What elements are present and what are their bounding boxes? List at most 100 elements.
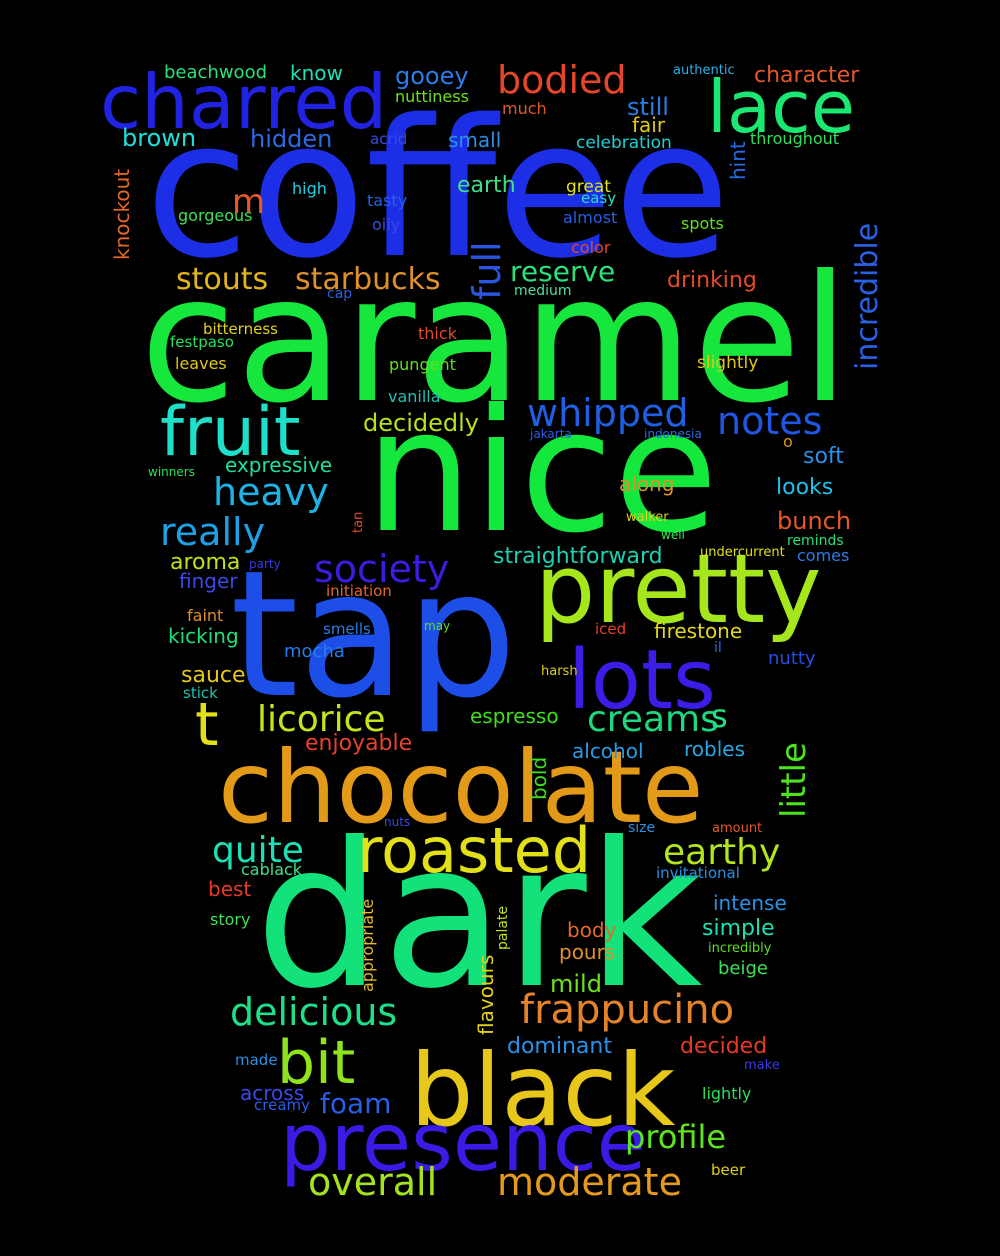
word-moderate: moderate [497,1160,682,1204]
word-full: full [465,241,509,300]
word-cap: cap [327,286,352,302]
word-s: s [711,697,728,735]
word-party: party [249,557,281,571]
word-made: made [235,1051,278,1069]
word-authentic: authentic [673,63,735,78]
word-coffee: coffee [145,79,730,300]
word-notes: notes [717,399,822,443]
word-across: across [240,1081,304,1105]
word-pours: pours [559,940,615,964]
word-bodied: bodied [497,58,627,102]
word-gooey: gooey [395,62,469,90]
word-bitterness: bitterness [203,320,278,338]
word-expressive: expressive [225,453,332,477]
word-roasted: roasted [357,814,591,887]
word-iced: iced [595,620,626,638]
word-tasty: tasty [367,191,407,210]
word-hidden: hidden [250,125,332,153]
word-beachwood: beachwood [164,62,267,83]
word-cloud-words: coffeecaramelnicetapdarkchocolateblackpr… [100,58,885,1204]
word-stouts: stouts [176,262,268,297]
word-pretty: pretty [535,535,821,645]
word-incredibly: incredibly [708,941,772,956]
word-kicking: kicking [168,624,239,648]
word-delicious: delicious [230,990,397,1034]
word-bold: bold [527,757,551,800]
word-body: body [567,918,617,942]
word-best: best [208,877,251,901]
word-indonesia: indonesia [644,427,702,441]
word-finger: finger [179,569,238,593]
word-may: may [424,619,450,633]
word-brown: brown [122,124,196,152]
word-pungent: pungent [389,355,456,374]
word-walker: walker [626,510,669,525]
word-reserve: reserve [510,255,615,288]
word-robles: robles [684,737,745,761]
word-drinking: drinking [667,268,757,293]
word-straightforward: straightforward [493,544,663,569]
word-heavy: heavy [213,470,329,514]
word-firestone: firestone [654,619,742,643]
word-oily: oily [372,215,400,234]
word-beige: beige [718,958,768,979]
word-nuts: nuts [384,815,410,829]
word-decided: decided [680,1034,767,1059]
word-black: black [410,1032,676,1149]
word-m: m [232,182,265,222]
word-bit: bit [277,1028,355,1098]
word-earthy: earthy [663,832,780,873]
word-smells: smells [323,620,371,638]
word-tap: tap [230,534,517,737]
word-looks: looks [776,475,833,500]
word-caramel: caramel [140,239,849,442]
word-fruit: fruit [160,393,301,472]
word-chocolate: chocolate [218,729,704,846]
word-throughout: throughout [750,129,839,148]
word-make: make [744,1058,780,1073]
word-comes: comes [797,546,849,565]
word-dark: dark [255,800,703,1033]
word-much: much [502,99,547,118]
word-earth: earth [457,173,516,198]
word-fair: fair [632,113,666,137]
word-easy: easy [581,189,616,207]
word-alcohol: alcohol [572,739,644,763]
word-palate: palate [495,906,511,950]
word-knockout: knockout [110,169,134,260]
word-know: know [290,61,343,85]
word-lace: lace [707,65,855,149]
word-simple: simple [702,916,775,941]
word-creamy: creamy [254,1096,310,1114]
word-reminds: reminds [787,533,844,549]
word-well: well [661,528,685,542]
word-story: story [210,910,250,929]
word-undercurrent: undercurrent [700,545,785,560]
word-foam: foam [320,1087,391,1120]
word-nutty: nutty [768,648,816,669]
word-cablack: cablack [241,860,303,879]
word-vanilla: vanilla [388,387,441,406]
word-aroma: aroma [170,550,240,575]
word-leaves: leaves [175,354,227,373]
word-bunch: bunch [777,507,851,535]
word-spots: spots [681,214,724,233]
word-initiation: initiation [326,582,392,600]
word-almost: almost [563,208,617,227]
word-society: society [314,547,449,591]
word-starbucks: starbucks [295,262,441,297]
word-sauce: sauce [181,663,246,688]
word-decidedly: decidedly [363,409,479,437]
word-lots: lots [568,633,716,728]
word-profile: profile [625,1118,726,1156]
word-o: o [783,432,793,451]
word-creams: creams [587,699,719,740]
word-still: still [627,93,669,121]
word-faint: faint [187,606,223,625]
word-incredible: incredible [850,223,885,370]
word-t: t [195,690,219,760]
word-tan: tan [351,512,366,533]
word-beer: beer [711,1161,746,1179]
word-thick: thick [418,324,458,343]
